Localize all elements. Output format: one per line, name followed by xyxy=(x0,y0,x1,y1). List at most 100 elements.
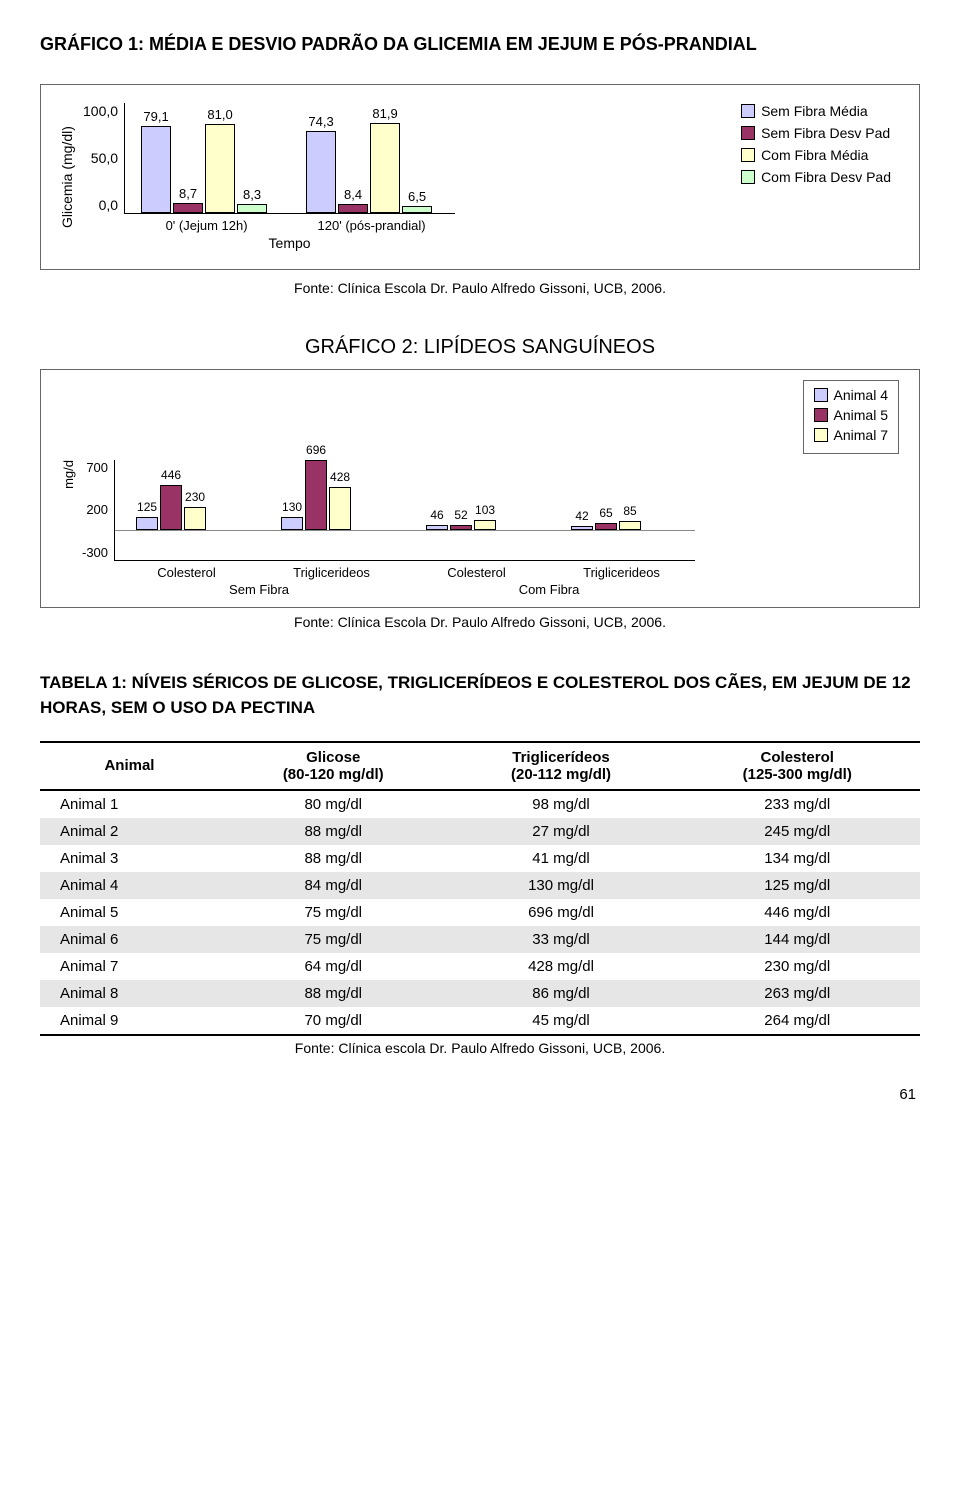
table-cell: 446 mg/dl xyxy=(674,899,920,926)
chart1-header: GRÁFICO 1: MÉDIA E DESVIO PADRÃO DA GLIC… xyxy=(40,30,920,59)
bar-value-label: 8,4 xyxy=(333,187,373,202)
bar: 81,9 xyxy=(370,123,400,213)
x-category: Colesterol xyxy=(404,565,549,580)
table-cell: Animal 7 xyxy=(40,953,219,980)
legend-swatch xyxy=(814,408,828,422)
y-tick: 200 xyxy=(82,502,108,517)
table-cell: 134 mg/dl xyxy=(674,845,920,872)
column-header-main: Animal xyxy=(46,757,213,774)
bar-value-label: 8,3 xyxy=(232,187,272,202)
chart2-y-label: mg/d xyxy=(61,460,76,489)
y-tick: 50,0 xyxy=(83,150,118,166)
bar-value-label: 696 xyxy=(296,443,336,457)
column-header-main: Colesterol xyxy=(680,749,914,766)
table-cell: 263 mg/dl xyxy=(674,980,920,1007)
table-cell: 696 mg/dl xyxy=(448,899,675,926)
bar: 8,4 xyxy=(338,204,368,213)
table-cell: Animal 1 xyxy=(40,790,219,818)
bar-value-label: 8,7 xyxy=(168,186,208,201)
bar: 8,3 xyxy=(237,204,267,213)
bar: 8,7 xyxy=(173,203,203,213)
table-cell: Animal 5 xyxy=(40,899,219,926)
bar-value-label: 74,3 xyxy=(301,114,341,129)
table-cell: Animal 2 xyxy=(40,818,219,845)
legend-swatch xyxy=(741,170,755,184)
table-cell: 428 mg/dl xyxy=(448,953,675,980)
bar: 130 xyxy=(281,517,303,530)
table-cell: 88 mg/dl xyxy=(219,845,448,872)
chart2-x-categories: ColesterolTriglicerideosColesterolTrigli… xyxy=(114,565,695,580)
bar-value-label: 230 xyxy=(175,490,215,504)
legend-label: Com Fibra Média xyxy=(761,147,868,163)
table-cell: Animal 8 xyxy=(40,980,219,1007)
bar-group: 130696428 xyxy=(280,460,352,530)
chart1-container: Glicemia (mg/dl) 100,050,00,0 79,18,781,… xyxy=(40,84,920,270)
legend-label: Com Fibra Desv Pad xyxy=(761,169,891,185)
bar: 103 xyxy=(474,520,496,530)
table-row: Animal 388 mg/dl41 mg/dl134 mg/dl xyxy=(40,845,920,872)
table-row: Animal 675 mg/dl33 mg/dl144 mg/dl xyxy=(40,926,920,953)
table-row: Animal 180 mg/dl98 mg/dl233 mg/dl xyxy=(40,790,920,818)
legend-item: Sem Fibra Desv Pad xyxy=(741,125,891,141)
x-category: 120' (pós-prandial) xyxy=(289,218,454,233)
column-header-sub: (125-300 mg/dl) xyxy=(680,766,914,783)
legend-item: Animal 4 xyxy=(814,387,888,403)
bar: 230 xyxy=(184,507,206,530)
data-table: AnimalGlicose(80-120 mg/dl)Triglicerídeo… xyxy=(40,741,920,1036)
bar-value-label: 79,1 xyxy=(136,109,176,124)
bar-value-label: 85 xyxy=(610,504,650,518)
y-tick: 700 xyxy=(82,460,108,475)
bar: 65 xyxy=(595,523,617,530)
legend-item: Sem Fibra Média xyxy=(741,103,891,119)
table-cell: 125 mg/dl xyxy=(674,872,920,899)
x-category: Colesterol xyxy=(114,565,259,580)
table-title: TABELA 1: NÍVEIS SÉRICOS DE GLICOSE, TRI… xyxy=(40,670,920,721)
table-cell: Animal 6 xyxy=(40,926,219,953)
chart1-plot-area: Glicemia (mg/dl) 100,050,00,0 79,18,781,… xyxy=(59,103,455,251)
chart2-legend: Animal 4 Animal 5 Animal 7 xyxy=(803,380,899,454)
bar: 42 xyxy=(571,526,593,530)
bar: 428 xyxy=(329,487,351,530)
bar: 79,1 xyxy=(141,126,171,213)
table-row: Animal 288 mg/dl27 mg/dl245 mg/dl xyxy=(40,818,920,845)
column-header-sub: (20-112 mg/dl) xyxy=(454,766,669,783)
legend-item: Animal 7 xyxy=(814,427,888,443)
page-number: 61 xyxy=(40,1086,920,1103)
chart2-container: Animal 4Animal 5Animal 7 mg/d 700200-300… xyxy=(40,369,920,608)
table-header: Colesterol(125-300 mg/dl) xyxy=(674,742,920,790)
bar-group: 4652103 xyxy=(425,520,497,530)
table-cell: 144 mg/dl xyxy=(674,926,920,953)
chart2-plot: 1254462301306964284652103426585 xyxy=(114,460,695,561)
table-cell: 264 mg/dl xyxy=(674,1007,920,1035)
chart2-sections: Sem FibraCom Fibra xyxy=(114,582,695,597)
bar-group: 79,18,781,08,3 xyxy=(140,124,268,213)
bar: 74,3 xyxy=(306,131,336,213)
table-cell: 45 mg/dl xyxy=(448,1007,675,1035)
legend-item: Animal 5 xyxy=(814,407,888,423)
table-row: Animal 575 mg/dl696 mg/dl446 mg/dl xyxy=(40,899,920,926)
x-category: Triglicerideos xyxy=(259,565,404,580)
chart2-y-ticks: 700200-300 xyxy=(82,460,108,560)
legend-label: Animal 7 xyxy=(834,427,888,443)
bar-value-label: 428 xyxy=(320,470,360,484)
chart2-title: GRÁFICO 2: LIPÍDEOS SANGUÍNEOS xyxy=(40,336,920,359)
y-tick: 0,0 xyxy=(83,197,118,213)
legend-label: Sem Fibra Média xyxy=(761,103,868,119)
bar-group: 426585 xyxy=(570,521,642,530)
bar-value-label: 446 xyxy=(151,468,191,482)
table-header: Animal xyxy=(40,742,219,790)
table-cell: 27 mg/dl xyxy=(448,818,675,845)
bar-group: 125446230 xyxy=(135,485,207,530)
legend-item: Com Fibra Média xyxy=(741,147,891,163)
legend-swatch xyxy=(741,126,755,140)
legend-swatch xyxy=(814,388,828,402)
table-cell: 130 mg/dl xyxy=(448,872,675,899)
table-header: Glicose(80-120 mg/dl) xyxy=(219,742,448,790)
bar: 52 xyxy=(450,525,472,530)
bar-value-label: 81,0 xyxy=(200,107,240,122)
bar: 6,5 xyxy=(402,206,432,213)
table-cell: 86 mg/dl xyxy=(448,980,675,1007)
column-header-main: Glicose xyxy=(225,749,442,766)
bar: 85 xyxy=(619,521,641,530)
section-label: Sem Fibra xyxy=(114,582,404,597)
